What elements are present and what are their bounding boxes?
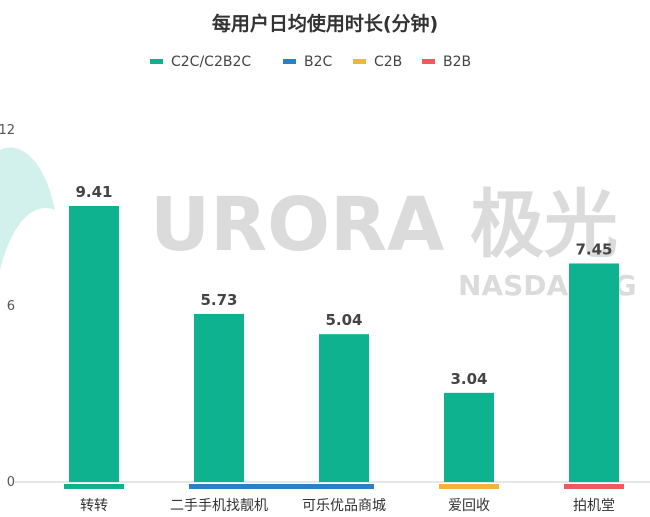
y-axis: 0 6 12 <box>0 123 15 490</box>
category-series-marker <box>64 484 124 489</box>
legend-swatch <box>150 59 163 64</box>
data-label: 9.41 <box>75 183 112 201</box>
data-labels: 9.41 5.73 5.04 3.04 7.45 <box>75 183 612 388</box>
category-series-marker <box>439 484 499 489</box>
x-tick-label: 爱回收 <box>448 498 490 514</box>
legend-label: C2B <box>374 54 402 70</box>
watermark-logo-icon <box>0 147 55 270</box>
legend-label: B2B <box>443 54 471 70</box>
legend-label: B2C <box>304 54 333 70</box>
watermark: URORA 极光 NASDAQ:JG <box>0 147 637 302</box>
legend-swatch <box>422 59 435 64</box>
bar <box>569 263 619 482</box>
category-group-marker-b2c <box>189 484 374 489</box>
legend-swatch <box>283 59 296 64</box>
bars <box>69 205 619 482</box>
bar <box>194 313 244 482</box>
data-label: 5.04 <box>325 311 362 329</box>
y-tick-label: 12 <box>0 123 15 138</box>
legend: C2C/C2B2C B2C C2B B2B <box>150 54 471 70</box>
x-tick-label: 转转 <box>80 498 108 514</box>
y-tick-label: 0 <box>7 475 15 490</box>
data-label: 7.45 <box>575 240 612 258</box>
watermark-brand: URORA 极光 <box>150 182 618 268</box>
x-tick-label: 二手手机找靓机 <box>170 498 268 514</box>
legend-label: C2C/C2B2C <box>171 54 251 70</box>
y-tick-label: 6 <box>7 299 15 314</box>
x-tick-label: 可乐优品商城 <box>302 498 386 514</box>
x-axis: 转转 二手手机找靓机 可乐优品商城 爱回收 拍机堂 <box>64 484 624 514</box>
chart-title: 每用户日均使用时长(分钟) <box>212 12 438 35</box>
legend-swatch <box>353 59 366 64</box>
bar <box>444 392 494 482</box>
category-series-marker <box>564 484 624 489</box>
x-tick-label: 拍机堂 <box>573 498 615 514</box>
bar <box>69 205 119 482</box>
bar <box>319 334 369 482</box>
data-label: 5.73 <box>200 291 237 309</box>
data-label: 3.04 <box>450 370 487 388</box>
